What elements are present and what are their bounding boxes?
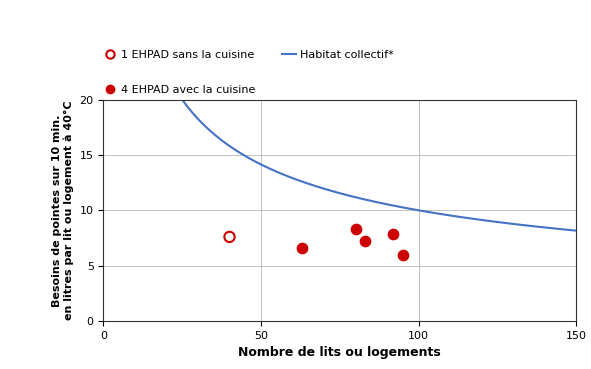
X-axis label: Nombre de lits ou logements: Nombre de lits ou logements	[238, 346, 441, 359]
Point	[225, 234, 234, 240]
Point	[398, 252, 408, 258]
Legend: 4 EHPAD avec la cuisine: 4 EHPAD avec la cuisine	[103, 85, 255, 95]
Point	[361, 238, 370, 244]
Point	[297, 245, 307, 251]
Point	[389, 231, 398, 237]
Y-axis label: Besoins de pointes sur 10 min.
en litres par lit ou logement à 40°C: Besoins de pointes sur 10 min. en litres…	[52, 100, 74, 320]
Point	[351, 226, 361, 232]
